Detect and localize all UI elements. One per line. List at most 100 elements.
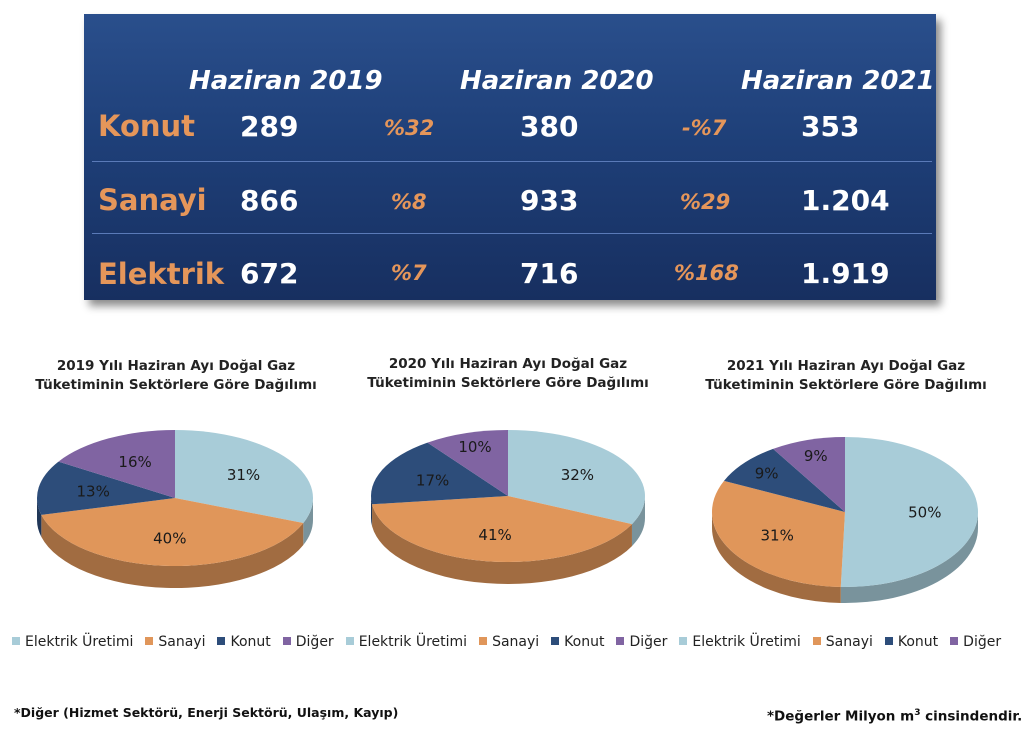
footnote-units: *Değerler Milyon m3 cinsindendir.	[767, 708, 1022, 725]
pie-data-label: 10%	[458, 438, 491, 456]
legend-label: Diğer	[963, 634, 1002, 650]
chart-title-2020: 2020 Yılı Haziran Ayı Doğal Gaz Tüketimi…	[348, 355, 668, 393]
legend-label: Diğer	[295, 634, 334, 650]
legend-item: Konut	[551, 634, 604, 650]
pie-side-elektrik-üretimi	[840, 512, 978, 603]
value-konut-2020: 380	[520, 110, 579, 143]
legend-item: Diğer	[282, 634, 334, 650]
legend-label: Elektrik Üretimi	[358, 634, 468, 650]
legend-item: Diğer	[616, 634, 667, 650]
pie-data-label: 32%	[561, 466, 594, 484]
value-elektrik-2020: 716	[520, 257, 579, 290]
pie-slice-sanayi	[41, 498, 304, 566]
legend-swatch	[479, 637, 488, 645]
legend-item: Konut	[884, 634, 939, 650]
value-konut-2021: 353	[801, 110, 860, 143]
legend-label: Sanayi	[825, 634, 873, 650]
value-sanayi-2019: 866	[240, 184, 299, 217]
row-divider	[92, 161, 932, 162]
pie-slice-elektrik-üretimi	[840, 437, 979, 587]
legend-label: Sanayi	[492, 634, 540, 650]
legend-swatch	[12, 637, 20, 645]
change-elektrik-2019-2020: %7	[391, 261, 427, 285]
legend-swatch	[345, 637, 354, 645]
pie-data-label: 13%	[77, 483, 110, 501]
legend-swatch	[884, 637, 893, 645]
consumption-table: Haziran 2019 Haziran 2020 Haziran 2021 K…	[84, 14, 936, 300]
pie-data-label: 9%	[804, 447, 828, 465]
value-sanayi-2021: 1.204	[801, 184, 890, 217]
legend-label: Diğer	[629, 634, 668, 650]
footnote-units-prefix: *Değerler Milyon m	[767, 708, 915, 725]
pie-chart-2: 32% 41% 17% 10%	[371, 430, 645, 584]
chart-title-2021-line2: Tüketiminin Sektörlere Göre Dağılımı	[705, 377, 987, 393]
pie-chart-1: 31% 40% 13% 16%	[37, 430, 314, 588]
legend-label: Konut	[897, 634, 939, 650]
value-konut-2019: 289	[240, 110, 299, 143]
legend-swatch	[551, 637, 560, 645]
pie-slice-konut	[371, 442, 508, 505]
legend-label: Konut	[230, 634, 271, 650]
pie-data-label: 16%	[118, 453, 151, 471]
header-2021: Haziran 2021	[741, 66, 935, 96]
pie-slice-konut	[724, 448, 845, 512]
pie-slice-diğer	[58, 430, 176, 498]
value-sanayi-2020: 933	[520, 184, 579, 217]
legend-item: Diğer	[950, 634, 1001, 650]
chart-title-2019-line1: 2019 Yılı Haziran Ayı Doğal Gaz	[56, 358, 296, 374]
legend-swatch	[217, 637, 226, 645]
legend-swatch	[145, 637, 154, 645]
change-konut-2020-2021: -%7	[682, 116, 727, 140]
legend-swatch	[950, 637, 959, 645]
legend-label: Konut	[564, 634, 605, 650]
pie-data-label: 41%	[478, 526, 511, 544]
legend-item: Sanayi	[145, 634, 205, 650]
pie-side-elektrik-üretimi	[631, 496, 645, 547]
row-divider	[92, 233, 932, 234]
pie-slice-sanayi	[372, 496, 632, 563]
pie-chart-3: 50% 31% 9% 9%	[712, 437, 979, 603]
pie-data-label: 17%	[416, 471, 449, 489]
change-konut-2019-2020: %32	[384, 116, 435, 140]
legend-label: Sanayi	[158, 634, 206, 650]
pie-slice-elektrik-üretimi	[175, 430, 314, 524]
chart-title-2019-line2: Tüketiminin Sektörlere Göre Dağılımı	[35, 377, 317, 393]
legend-item: Elektrik Üretimi	[345, 634, 468, 650]
pie-side-sanayi	[41, 514, 304, 588]
legend-label: Elektrik Üretimi	[25, 634, 134, 650]
pie-slice-elektrik-üretimi	[508, 430, 645, 525]
chart-title-2021: 2021 Yılı Haziran Ayı Doğal Gaz Tüketimi…	[686, 357, 1006, 395]
legend-item: Elektrik Üretimi	[12, 634, 133, 650]
row-label-sanayi: Sanayi	[98, 183, 207, 217]
pie-data-label: 9%	[755, 465, 779, 483]
legend-swatch	[616, 637, 625, 645]
legend-item: Elektrik Üretimi	[679, 634, 801, 650]
pie-data-label: 40%	[153, 530, 186, 548]
row-label-konut: Konut	[98, 109, 196, 143]
pie-side-sanayi	[712, 512, 841, 603]
pie-side-konut	[37, 498, 42, 537]
chart-title-2020-line2: Tüketiminin Sektörlere Göre Dağılımı	[367, 375, 649, 391]
legend-swatch	[282, 637, 291, 645]
pie-slice-diğer	[773, 437, 845, 512]
legend-swatch	[812, 637, 821, 645]
change-elektrik-2020-2021: %168	[674, 261, 739, 285]
change-sanayi-2020-2021: %29	[680, 190, 731, 214]
footnote-units-suffix: cinsindendir.	[920, 708, 1023, 725]
pie-data-label: 31%	[761, 527, 794, 545]
value-elektrik-2019: 672	[240, 257, 299, 290]
pie-data-label: 31%	[227, 466, 260, 484]
header-2020: Haziran 2020	[460, 66, 654, 96]
legend: Elektrik Üretimi Sanayi Konut Diğer Elektrik…	[12, 634, 1022, 650]
legend-swatch	[679, 637, 688, 645]
chart-title-2021-line1: 2021 Yılı Haziran Ayı Doğal Gaz	[726, 358, 966, 374]
pie-side-elektrik-üretimi	[303, 498, 313, 546]
header-2019: Haziran 2019	[189, 66, 383, 96]
pie-side-konut	[371, 496, 373, 527]
legend-item: Sanayi	[479, 634, 539, 650]
footnote-units-sup: 3	[914, 708, 921, 718]
legend-item: Sanayi	[812, 634, 873, 650]
legend-item: Konut	[217, 634, 271, 650]
legend-label: Elektrik Üretimi	[692, 634, 801, 650]
